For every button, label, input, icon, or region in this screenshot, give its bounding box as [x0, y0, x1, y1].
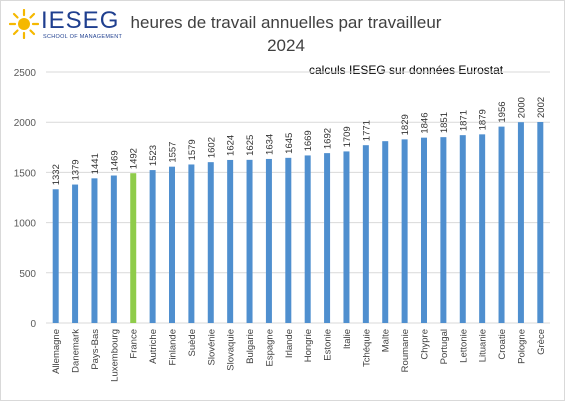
bar [188, 164, 195, 323]
sunburst-icon [9, 9, 39, 39]
value-label: 1956 [497, 101, 508, 122]
y-tick-label: 2000 [14, 118, 37, 129]
x-tick-label: Malte [381, 329, 392, 352]
value-label: 1771 [361, 120, 372, 141]
x-tick-label: Pologne [516, 329, 527, 364]
value-label: 1441 [90, 153, 101, 174]
chart-title-line2: 2024 [267, 36, 305, 55]
x-tick-label: Grèce [536, 329, 547, 355]
bar [479, 134, 486, 323]
x-tick-label: Lituanie [478, 329, 489, 362]
bar [265, 158, 272, 323]
value-label: 1709 [342, 126, 353, 147]
value-label: 1579 [187, 139, 198, 160]
bar [91, 178, 98, 323]
bar [498, 126, 505, 323]
x-tick-label: Pays-Bas [90, 329, 101, 370]
bar [72, 184, 79, 323]
bar [207, 162, 214, 323]
x-tick-label: Finlande [168, 329, 179, 365]
x-tick-label: Irlande [284, 329, 295, 358]
x-tick-label: Danemark [71, 329, 82, 373]
ieseg-logo: IESEG SCHOOL OF MANAGEMENT [9, 7, 122, 43]
value-label: 1332 [51, 164, 62, 185]
bar [227, 159, 234, 323]
x-tick-label: Roumanie [400, 329, 411, 372]
bar [382, 141, 389, 323]
value-label: 2002 [536, 97, 547, 118]
bar [149, 170, 156, 323]
value-label: 2000 [516, 97, 527, 118]
x-tick-label: Croatie [497, 329, 508, 360]
x-tick-label: Slovénie [206, 329, 217, 365]
y-tick-label: 1000 [14, 219, 37, 230]
value-label: 1851 [439, 112, 450, 133]
value-label: 1469 [109, 150, 120, 171]
y-tick-label: 1500 [14, 168, 37, 179]
value-label: 1645 [284, 133, 295, 154]
bar [459, 135, 466, 323]
x-tick-label: Allemagne [51, 329, 62, 374]
chart-title-line1: heures de travail annuelles par travaill… [130, 13, 442, 32]
value-label: 1557 [168, 142, 179, 163]
bar [130, 173, 137, 323]
value-label: 1692 [323, 128, 334, 149]
bar [246, 159, 253, 323]
x-tick-label: Autriche [148, 329, 159, 364]
chart-title: heures de travail annuelles par travaill… [121, 11, 451, 57]
x-tick-label: Suède [187, 329, 198, 356]
value-label: 1879 [478, 109, 489, 130]
x-tick-label: Slovaquie [226, 329, 237, 371]
x-tick-label: Tchéquie [361, 329, 372, 367]
bar [362, 145, 369, 323]
bar [324, 153, 331, 323]
value-label: 1829 [400, 114, 411, 135]
source-note: calculs IESEG sur données Eurostat [309, 63, 504, 77]
x-tick-label: Portugal [439, 329, 450, 364]
x-tick-label: Espagne [264, 329, 275, 367]
y-tick-label: 2500 [14, 68, 37, 79]
bar [440, 137, 447, 323]
x-tick-label: Luxembourg [109, 329, 120, 382]
value-label: 1624 [226, 135, 237, 156]
bar [537, 121, 544, 323]
x-tick-label: Italie [342, 329, 353, 349]
value-label: 1625 [245, 135, 256, 156]
bar [517, 122, 524, 323]
x-tick-label: Estonie [323, 329, 334, 361]
x-tick-label: Hongrie [303, 329, 314, 362]
value-label: 1669 [303, 130, 314, 151]
x-tick-label: France [129, 329, 140, 359]
bar [401, 139, 408, 323]
bar [285, 157, 292, 323]
value-label: 1379 [71, 159, 82, 180]
value-label: 1602 [206, 137, 217, 158]
y-tick-label: 500 [19, 269, 36, 280]
x-tick-label: Lettonie [458, 329, 469, 363]
bar [169, 166, 175, 323]
value-label: 1634 [264, 134, 275, 155]
logo-tagline: SCHOOL OF MANAGEMENT [43, 34, 123, 40]
bar [343, 151, 350, 323]
logo-wordmark: IESEG [41, 7, 120, 34]
x-tick-label: Bulgarie [245, 329, 256, 364]
y-tick-label: 0 [30, 319, 36, 330]
value-label: 1523 [148, 145, 159, 166]
bar [52, 189, 59, 323]
bar [110, 175, 117, 323]
value-label: 1492 [129, 148, 140, 169]
bar [304, 155, 311, 323]
bar [421, 137, 427, 323]
value-label: 1846 [420, 113, 431, 134]
value-label: 1871 [458, 110, 469, 131]
x-tick-label: Chypre [420, 329, 431, 360]
